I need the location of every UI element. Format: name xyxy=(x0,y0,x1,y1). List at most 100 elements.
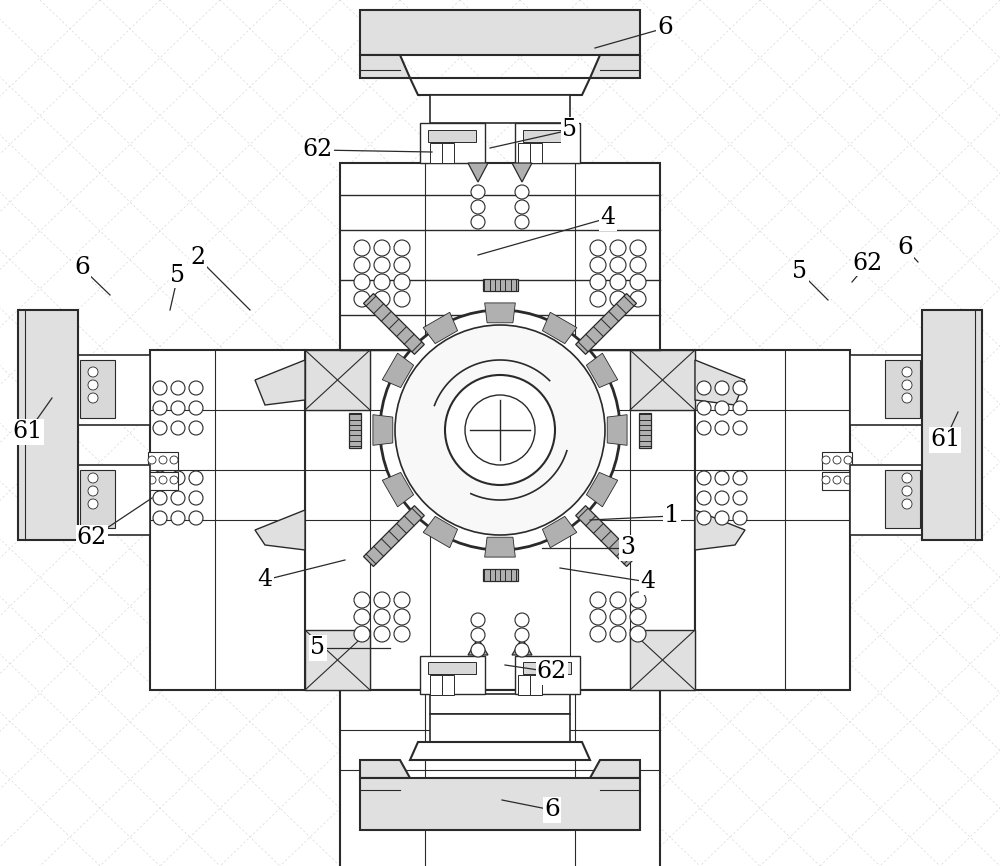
Circle shape xyxy=(610,626,626,642)
Circle shape xyxy=(354,609,370,625)
Bar xyxy=(148,452,178,470)
Circle shape xyxy=(171,491,185,505)
Bar xyxy=(850,355,922,425)
Polygon shape xyxy=(590,55,640,78)
Bar xyxy=(430,694,570,714)
Circle shape xyxy=(833,476,841,484)
Circle shape xyxy=(394,240,410,256)
Circle shape xyxy=(902,499,912,509)
Circle shape xyxy=(822,476,830,484)
Polygon shape xyxy=(382,473,414,507)
Circle shape xyxy=(170,456,178,464)
Bar xyxy=(530,143,542,163)
Circle shape xyxy=(610,274,626,290)
Bar xyxy=(630,350,695,410)
Circle shape xyxy=(590,626,606,642)
Text: 4: 4 xyxy=(600,206,616,229)
Circle shape xyxy=(88,380,98,390)
Circle shape xyxy=(515,628,529,642)
Circle shape xyxy=(630,257,646,273)
Text: 5: 5 xyxy=(562,119,578,141)
Circle shape xyxy=(515,613,529,627)
Circle shape xyxy=(471,200,485,214)
Circle shape xyxy=(189,471,203,485)
Circle shape xyxy=(590,291,606,307)
Circle shape xyxy=(590,609,606,625)
Bar xyxy=(150,350,305,690)
Circle shape xyxy=(374,274,390,290)
Circle shape xyxy=(902,486,912,496)
Polygon shape xyxy=(607,415,627,445)
Bar xyxy=(515,123,580,163)
Circle shape xyxy=(590,274,606,290)
Circle shape xyxy=(715,491,729,505)
Circle shape xyxy=(153,401,167,415)
Circle shape xyxy=(465,395,535,465)
Text: 2: 2 xyxy=(190,247,206,269)
Bar xyxy=(523,130,571,142)
Bar xyxy=(428,662,476,674)
Polygon shape xyxy=(360,55,410,78)
Circle shape xyxy=(733,511,747,525)
Polygon shape xyxy=(423,313,458,344)
Circle shape xyxy=(380,310,620,550)
Circle shape xyxy=(171,511,185,525)
Bar xyxy=(850,465,922,535)
Polygon shape xyxy=(349,412,361,448)
Circle shape xyxy=(733,381,747,395)
Bar xyxy=(305,350,695,690)
Circle shape xyxy=(715,421,729,435)
Circle shape xyxy=(630,291,646,307)
Circle shape xyxy=(153,471,167,485)
Circle shape xyxy=(844,476,852,484)
Circle shape xyxy=(515,185,529,199)
Circle shape xyxy=(697,491,711,505)
Circle shape xyxy=(394,274,410,290)
Polygon shape xyxy=(485,303,515,323)
Bar xyxy=(430,143,442,163)
Circle shape xyxy=(354,257,370,273)
Text: 5: 5 xyxy=(792,261,808,283)
Circle shape xyxy=(189,381,203,395)
Circle shape xyxy=(515,215,529,229)
Circle shape xyxy=(171,421,185,435)
Polygon shape xyxy=(695,510,745,550)
Circle shape xyxy=(715,381,729,395)
Bar xyxy=(305,630,370,690)
Text: 62: 62 xyxy=(853,251,883,275)
Bar xyxy=(18,310,78,540)
Text: 6: 6 xyxy=(897,236,913,260)
Text: 5: 5 xyxy=(170,263,186,287)
Circle shape xyxy=(374,626,390,642)
Text: 62: 62 xyxy=(537,661,567,683)
Polygon shape xyxy=(482,279,518,291)
Circle shape xyxy=(822,456,830,464)
Polygon shape xyxy=(364,506,424,566)
Polygon shape xyxy=(410,78,590,95)
Circle shape xyxy=(697,381,711,395)
Bar xyxy=(922,310,982,540)
Circle shape xyxy=(148,456,156,464)
Polygon shape xyxy=(512,638,532,655)
Polygon shape xyxy=(512,163,532,182)
Polygon shape xyxy=(360,10,640,55)
Circle shape xyxy=(394,291,410,307)
Circle shape xyxy=(394,609,410,625)
Polygon shape xyxy=(590,760,640,778)
Polygon shape xyxy=(586,353,618,388)
Circle shape xyxy=(171,401,185,415)
Polygon shape xyxy=(468,638,488,655)
Circle shape xyxy=(733,401,747,415)
Circle shape xyxy=(697,401,711,415)
Circle shape xyxy=(148,476,156,484)
Circle shape xyxy=(610,291,626,307)
Bar xyxy=(305,350,370,410)
Bar xyxy=(885,470,920,528)
Circle shape xyxy=(153,421,167,435)
Text: 5: 5 xyxy=(310,637,326,660)
Circle shape xyxy=(515,200,529,214)
Bar xyxy=(822,452,852,470)
Polygon shape xyxy=(423,516,458,547)
Circle shape xyxy=(697,471,711,485)
Circle shape xyxy=(374,240,390,256)
